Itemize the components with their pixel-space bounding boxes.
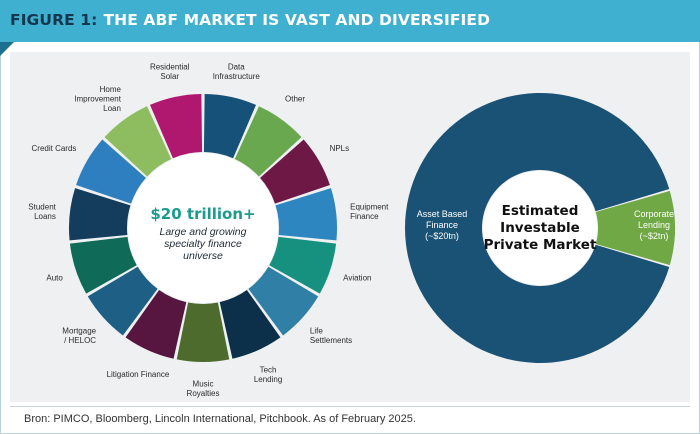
center2-title: Estimated Investable Private Market — [484, 203, 597, 253]
segment-student-loans-label: Student Loans — [28, 203, 56, 222]
segment-home-improvement-loan — [104, 106, 172, 177]
segment-data-infrastructure-label-line: Infrastructure — [213, 72, 261, 81]
segment-life-settlements — [248, 266, 319, 336]
segment-auto — [69, 236, 137, 294]
segment-tech-lending-label-line: Tech — [260, 365, 277, 374]
segment-home-improvement-loan-label: Home Improvement Loan — [74, 85, 121, 113]
segment-music-royalties-label: Music Royalties — [187, 379, 220, 398]
segment-life-settlements-label: Life Settlements — [310, 326, 352, 345]
segment-auto-label: Auto — [46, 273, 63, 282]
segment-tech-lending-label: Tech Lending — [254, 365, 282, 384]
segment-other — [234, 106, 302, 177]
segment-credit-cards-label-line: Credit Cards — [32, 144, 77, 153]
segment-other-label-line: Other — [285, 95, 305, 104]
segment-auto-label-line: Auto — [46, 273, 63, 282]
segment-equipment-finance-label: Equipment Finance — [350, 203, 389, 222]
slice-corporate-lending-label: Corporate Lending (~$2tn) — [634, 209, 674, 241]
center-subtitle-line: universe — [183, 250, 223, 262]
slice-corporate-lending — [595, 190, 675, 266]
segment-mortgage-heloc-label-line: Mortgage — [62, 326, 96, 335]
segment-residential-solar-label-line: Solar — [160, 72, 179, 81]
segment-other-label: Other — [285, 95, 305, 104]
figure-title-text: THE ABF MARKET IS VAST AND DIVERSIFIED — [103, 11, 491, 29]
segment-student-loans-label-line: Loans — [34, 212, 56, 221]
slice-asset-based-finance-label: Asset Based Finance (~$20tn) — [417, 209, 468, 241]
segment-life-settlements-label-line: Settlements — [310, 336, 352, 345]
segment-litigation-finance — [125, 290, 187, 359]
slice-corporate-lending-label-line: Lending — [638, 220, 670, 230]
figure-header: FIGURE 1: THE ABF MARKET IS VAST AND DIVE… — [0, 0, 700, 42]
center-subtitle-line: Large and growing — [160, 226, 247, 238]
segment-data-infrastructure — [203, 94, 256, 159]
segment-aviation-label: Aviation — [343, 273, 371, 282]
center-subtitle: Large and growing specialty finance univer… — [160, 226, 247, 262]
source-note: Bron: PIMCO, Bloomberg, Lincoln Internat… — [24, 413, 416, 425]
segment-home-improvement-loan-label-line: Loan — [103, 104, 121, 113]
segment-music-royalties-label-line: Music — [193, 379, 214, 388]
center2-title-line: Private Market — [484, 237, 597, 253]
segment-aviation — [269, 236, 337, 294]
segment-npls — [260, 139, 330, 204]
slice-asset-based-finance — [404, 92, 670, 364]
segment-mortgage-heloc — [87, 266, 158, 336]
segment-credit-cards — [76, 139, 146, 204]
figure-label: FIGURE 1: — [10, 11, 98, 29]
segment-equipment-finance — [275, 188, 338, 241]
slice-asset-based-finance-label-line: Asset Based — [417, 209, 468, 219]
segment-life-settlements-label-line: Life — [310, 326, 323, 335]
segment-home-improvement-loan-label-line: Home — [100, 85, 122, 94]
segment-tech-lending-label-line: Lending — [254, 375, 282, 384]
figure-title: FIGURE 1: THE ABF MARKET IS VAST AND DIVE… — [10, 11, 490, 29]
segment-residential-solar-label-line: Residential — [150, 63, 190, 72]
center-headline: $20 trillion+ — [150, 205, 255, 223]
segment-data-infrastructure-label-line: Data — [228, 63, 245, 72]
slice-asset-based-finance-label-line: (~$20tn) — [425, 231, 459, 241]
segment-equipment-finance-label-line: Equipment — [350, 203, 389, 212]
source-divider — [10, 406, 690, 407]
segment-equipment-finance-label-line: Finance — [350, 212, 379, 221]
segment-home-improvement-loan-label-line: Improvement — [74, 95, 121, 104]
segment-credit-cards-label: Credit Cards — [32, 144, 77, 153]
segment-aviation-label-line: Aviation — [343, 273, 371, 282]
investable-market-donut: Corporate Lending (~$2tn) Asset Based Financ… — [404, 92, 675, 364]
donut-center-hole — [128, 153, 278, 303]
slice-corporate-lending-label-line: Corporate — [634, 209, 674, 219]
donut2-center-hole — [483, 171, 597, 285]
center-subtitle-line: specialty finance — [164, 238, 242, 250]
center2-title-line: Estimated — [502, 203, 579, 219]
segment-data-infrastructure-label: Data Infrastructure — [213, 63, 261, 82]
segment-npls-label-line: NPLs — [330, 144, 350, 153]
segment-npls-label: NPLs — [330, 144, 350, 153]
segment-music-royalties — [176, 302, 230, 362]
abf-segments-donut: Data Infrastructure Other NPLs Equipment Fina… — [28, 63, 389, 398]
slice-corporate-lending-label-line: (~$2tn) — [640, 231, 669, 241]
segment-tech-lending — [219, 290, 281, 359]
segment-student-loans-label-line: Student — [28, 203, 56, 212]
segment-residential-solar-label: Residential Solar — [150, 63, 190, 82]
segment-litigation-finance-label-line: Litigation Finance — [107, 370, 170, 379]
segment-residential-solar — [150, 94, 203, 159]
segment-music-royalties-label-line: Royalties — [187, 389, 220, 398]
segment-mortgage-heloc-label-line: / HELOC — [64, 336, 96, 345]
segment-litigation-finance-label: Litigation Finance — [107, 370, 170, 379]
center2-title-line: Investable — [500, 220, 580, 236]
segment-student-loans — [68, 188, 131, 241]
segment-mortgage-heloc-label: Mortgage / HELOC — [62, 326, 96, 345]
slice-asset-based-finance-label-line: Finance — [426, 220, 458, 230]
